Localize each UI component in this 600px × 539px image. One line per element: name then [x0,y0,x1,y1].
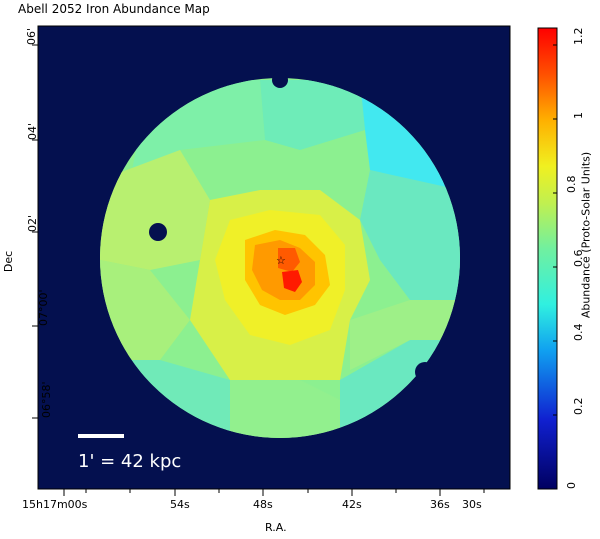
y-axis: 06' 04' 02' 07°00' 06°58' [25,28,53,419]
x-axis-label: R.A. [265,521,287,534]
x-tick-label: 30s [462,498,482,511]
masked-source [149,223,167,241]
colorbar-ticks: 0 0.2 0.4 0.6 0.8 1 1.2 [553,28,585,490]
colorbar-tick-label: 1.2 [572,28,585,46]
y-tick-label: 04' [26,123,39,140]
masked-source [415,362,435,382]
x-tick-label: 36s [430,498,450,511]
colorbar-tick-label: 0.8 [565,176,578,194]
colorbar-tick-label: 0 [565,482,578,489]
colorbar-tick-label: 0.4 [572,324,585,342]
masked-source [272,72,288,88]
y-tick-label: 02' [26,215,39,232]
colorbar-tick-label: 1 [572,112,585,119]
x-tick-label: 42s [342,498,362,511]
scalebar-line [78,434,124,438]
x-tick-label: 54s [170,498,190,511]
center-star-icon: ☆ [276,254,286,267]
x-tick-label: 15h17m00s [22,498,88,511]
map-title: Abell 2052 Iron Abundance Map [18,2,210,16]
y-tick-label: 07°00' [37,289,50,326]
y-tick-label: 06°58' [40,381,53,418]
scalebar-label: 1' = 42 kpc [78,451,181,472]
colorbar-tick-label: 0.2 [572,398,585,416]
x-tick-label: 48s [253,498,273,511]
y-tick-label: 06' [25,28,38,45]
colorbar-tick-label: 0.6 [572,250,585,268]
x-axis: 15h17m00s 54s 48s 42s 36s 30s [22,489,485,511]
colorbar [537,27,558,490]
